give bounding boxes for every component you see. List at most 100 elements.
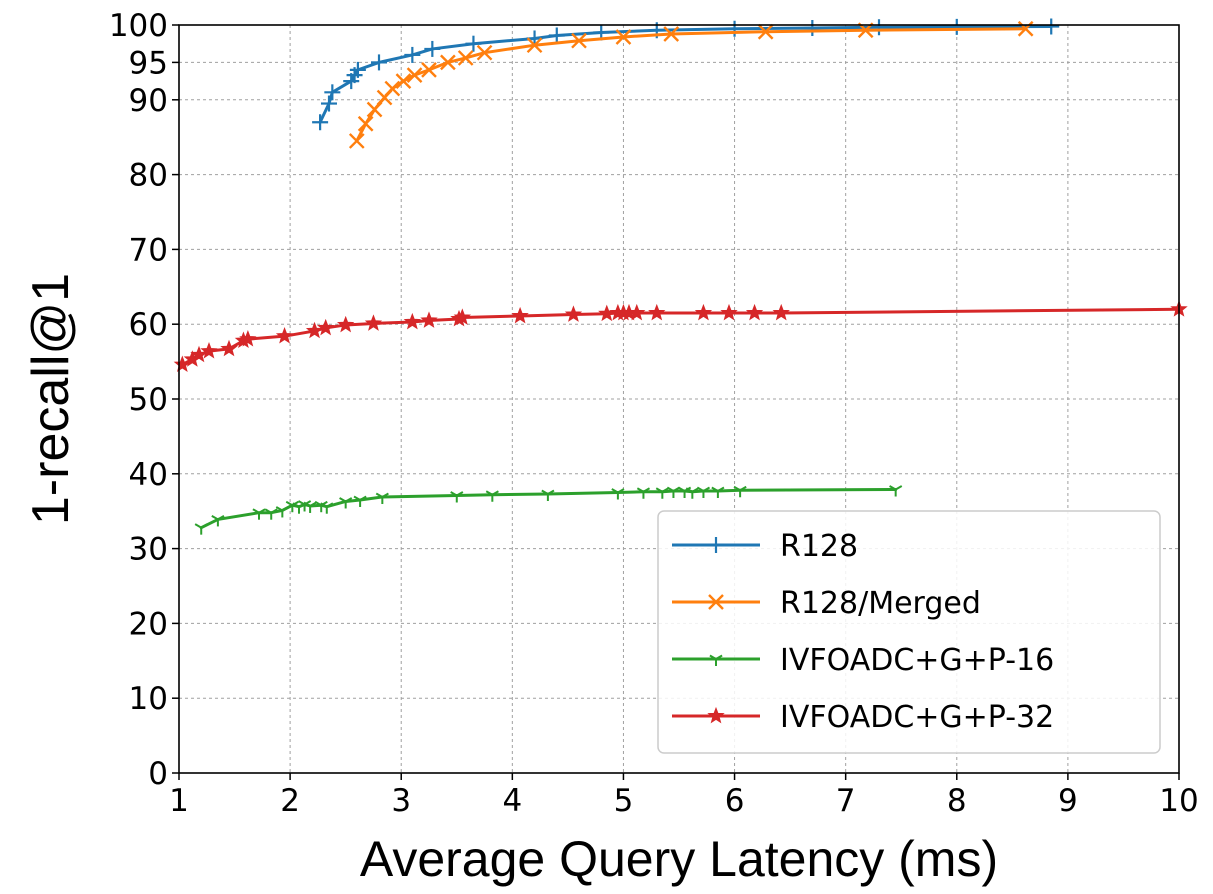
point-1-14 xyxy=(663,26,680,42)
point-1-7 xyxy=(421,62,437,78)
point-2-25 xyxy=(733,485,747,498)
legend: R128 R128/Merged IVFOADC+G+P-16 IVFOADC+G+P… xyxy=(657,510,1161,754)
legend-marker-3 xyxy=(707,706,725,724)
x-axis-title: Average Query Latency (ms) xyxy=(360,831,998,887)
point-3-10 xyxy=(336,315,355,333)
point-2-24 xyxy=(711,486,725,499)
point-2-22 xyxy=(685,487,699,499)
point-2-19 xyxy=(655,487,669,499)
point-2-1 xyxy=(211,515,225,527)
point-1-17 xyxy=(1017,20,1034,37)
legend-item-0: R128 xyxy=(672,529,858,564)
point-0-5 xyxy=(349,61,366,78)
point-3-23 xyxy=(648,303,666,321)
point-3-9 xyxy=(316,318,335,336)
point-0-8 xyxy=(424,40,441,57)
point-2-3 xyxy=(264,508,278,520)
point-3-27 xyxy=(772,303,790,321)
point-3-17 xyxy=(564,305,583,322)
series-layer xyxy=(173,18,1188,535)
y-tick-label-0: 0 xyxy=(148,756,168,792)
point-1-5 xyxy=(395,73,412,89)
point-0-18 xyxy=(1043,18,1060,35)
point-3-25 xyxy=(720,303,738,321)
point-1-6 xyxy=(406,67,423,83)
point-1-10 xyxy=(476,44,493,61)
legend-marker-2 xyxy=(709,654,723,666)
x-tick-label-4: 5 xyxy=(614,783,634,819)
point-0-1 xyxy=(321,95,337,112)
point-1-12 xyxy=(571,32,587,49)
point-1-0 xyxy=(348,133,365,149)
y-tick-label-4: 40 xyxy=(129,457,168,493)
x-tick-label-7: 8 xyxy=(947,783,967,819)
point-0-11 xyxy=(548,27,565,44)
legend-item-2: IVFOADC+G+P-16 xyxy=(672,643,1054,678)
point-2-18 xyxy=(636,487,651,499)
legend-label-0: R128 xyxy=(780,529,858,564)
y-tick-label-9: 90 xyxy=(129,83,168,119)
x-tick-label-0: 1 xyxy=(169,783,189,819)
legend-label-3: IVFOADC+G+P-32 xyxy=(780,700,1054,735)
point-3-7 xyxy=(275,327,294,344)
legend-marker-0 xyxy=(708,537,724,553)
point-3-6 xyxy=(239,330,257,347)
point-2-12 xyxy=(353,495,367,507)
point-1-13 xyxy=(615,29,632,45)
point-2-5 xyxy=(285,500,299,513)
point-1-15 xyxy=(757,23,774,40)
point-1-2 xyxy=(366,101,383,118)
point-3-11 xyxy=(364,314,383,331)
point-2-16 xyxy=(541,489,555,501)
point-2-4 xyxy=(275,506,289,518)
point-0-6 xyxy=(371,54,387,71)
series-1 xyxy=(348,20,1034,149)
point-2-17 xyxy=(611,488,625,500)
point-3-16 xyxy=(511,306,529,324)
point-0-7 xyxy=(404,46,421,63)
x-tick-label-3: 4 xyxy=(502,783,522,819)
y-tick-label-7: 70 xyxy=(129,232,168,268)
y-axis-title: 1-recall@1 xyxy=(22,273,80,525)
series-0 xyxy=(312,18,1060,131)
series-3 xyxy=(173,300,1188,372)
y-tick-label-6: 60 xyxy=(129,307,168,343)
point-3-15 xyxy=(453,308,472,325)
y-tick-label-11: 100 xyxy=(109,8,168,44)
point-0-9 xyxy=(465,35,482,52)
y-tick-label-2: 20 xyxy=(129,606,168,642)
point-1-8 xyxy=(440,54,456,71)
point-1-4 xyxy=(384,80,401,97)
point-0-15 xyxy=(804,19,821,36)
y-tick-label-8: 80 xyxy=(129,158,168,194)
y-tick-label-5: 50 xyxy=(129,382,168,418)
point-2-23 xyxy=(696,486,711,499)
point-3-13 xyxy=(420,311,438,328)
point-2-15 xyxy=(485,490,499,502)
x-tick-label-1: 2 xyxy=(280,783,300,819)
point-0-17 xyxy=(948,18,965,35)
series-2 xyxy=(194,485,903,535)
y-tick-label-3: 30 xyxy=(129,532,168,568)
point-2-2 xyxy=(252,508,266,520)
point-3-12 xyxy=(403,312,422,330)
point-2-14 xyxy=(450,491,464,503)
point-0-16 xyxy=(871,19,887,36)
point-2-10 xyxy=(320,502,334,514)
point-2-8 xyxy=(303,501,317,513)
point-2-26 xyxy=(889,485,903,497)
point-3-4 xyxy=(220,339,238,357)
point-1-1 xyxy=(357,115,374,132)
point-0-2 xyxy=(324,84,341,101)
x-tick-label-5: 6 xyxy=(725,783,745,819)
point-3-2 xyxy=(190,345,208,363)
legend-item-3: IVFOADC+G+P-32 xyxy=(672,700,1054,735)
point-1-9 xyxy=(457,50,474,66)
point-3-8 xyxy=(305,321,324,339)
point-3-3 xyxy=(200,342,218,359)
legend-label-1: R128/Merged xyxy=(780,586,981,621)
point-3-24 xyxy=(694,303,713,321)
point-2-13 xyxy=(375,492,389,504)
y-tick-label-1: 10 xyxy=(129,681,168,717)
